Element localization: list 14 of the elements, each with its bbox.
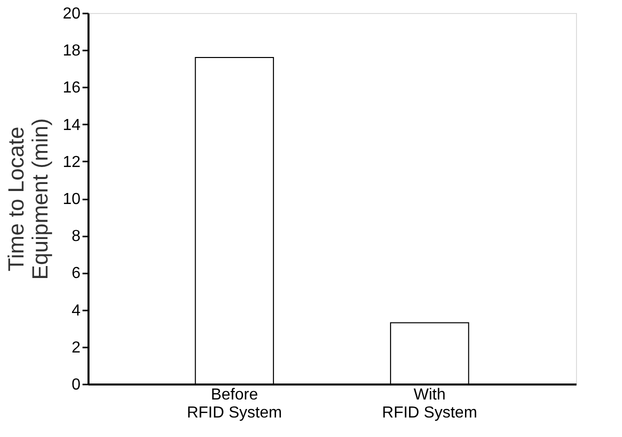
y-tick-label: 20 <box>62 6 81 22</box>
y-axis-title: Time to Locate Equipment (min) <box>4 118 53 280</box>
y-tick-label: 2 <box>72 339 81 356</box>
y-tick-label: 12 <box>62 154 81 171</box>
y-tick-label: 8 <box>72 228 81 246</box>
y-tick-label: 18 <box>62 42 81 60</box>
y-tick-label: 4 <box>72 302 81 320</box>
y-tick-label: 10 <box>62 191 81 208</box>
x-tick-label: Before RFID System <box>186 386 282 422</box>
y-tick-label: 16 <box>62 80 81 97</box>
y-tick-label: 0 <box>72 376 81 394</box>
x-tick-label: With RFID System <box>382 386 478 422</box>
y-tick-label: 6 <box>72 265 81 282</box>
y-tick-label: 14 <box>62 116 81 134</box>
